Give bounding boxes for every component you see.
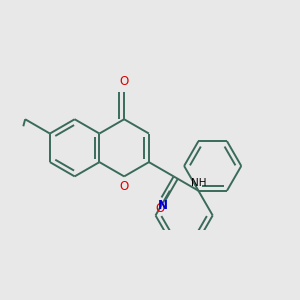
- Text: NH: NH: [191, 178, 206, 188]
- Text: O: O: [119, 180, 129, 193]
- Text: N: N: [158, 199, 168, 212]
- Text: O: O: [119, 75, 129, 88]
- Text: O: O: [155, 202, 164, 215]
